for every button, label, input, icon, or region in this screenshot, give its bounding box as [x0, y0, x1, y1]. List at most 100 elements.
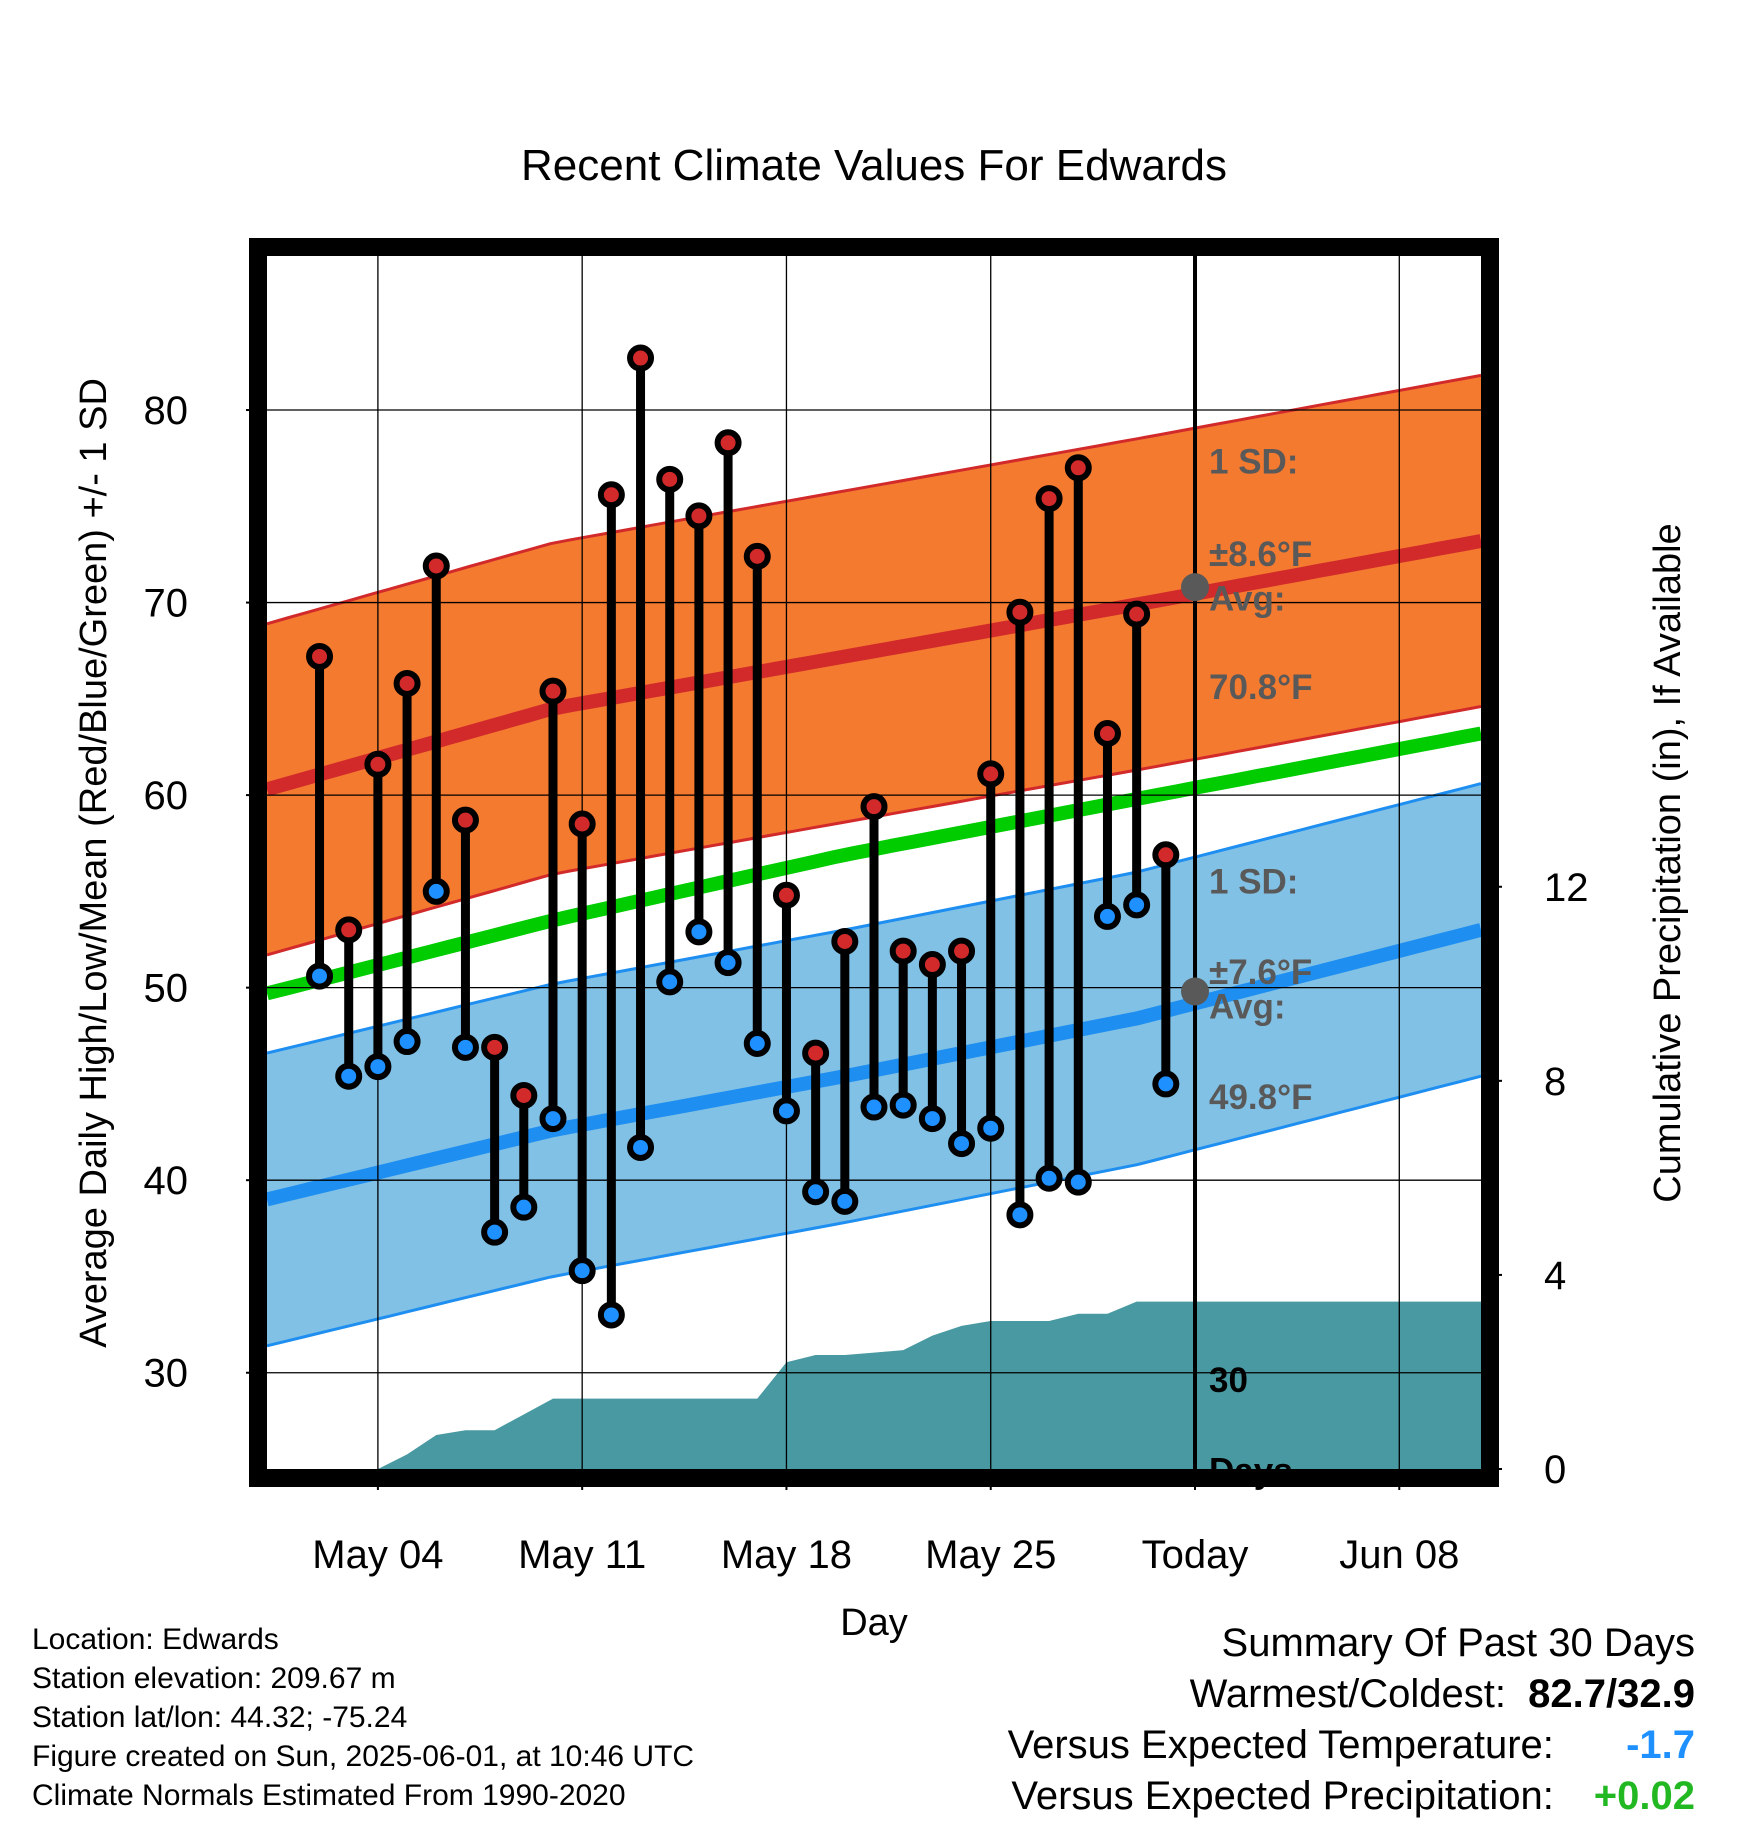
high-point	[860, 793, 888, 821]
low-sd-annotation-line1: 1 SD:	[1209, 862, 1298, 901]
low-point	[364, 1053, 392, 1081]
warmest-coldest-value: 82.7/32.9	[1528, 1672, 1695, 1716]
high-point	[1064, 454, 1092, 482]
low-point	[743, 1029, 771, 1057]
summary-precipitation: Versus Expected Precipitation: +0.02	[1008, 1771, 1695, 1822]
low-point	[685, 918, 713, 946]
low-point	[918, 1105, 946, 1133]
high-point	[918, 951, 946, 979]
y-tick-label: 40	[144, 1159, 189, 1203]
high-point	[1006, 598, 1034, 626]
y2-tick-label: 4	[1544, 1254, 1566, 1298]
low-point	[481, 1218, 509, 1246]
summary-warmest-coldest: Warmest/Coldest: 82.7/32.9	[1008, 1669, 1695, 1720]
high-point	[539, 677, 567, 705]
high-point	[568, 810, 596, 838]
low-point	[1093, 902, 1121, 930]
precip-label: Versus Expected Precipitation:	[1011, 1774, 1554, 1818]
x-tick-label: May 25	[925, 1533, 1056, 1577]
y-tick-label: 60	[144, 774, 189, 818]
y2-tick-label: 0	[1544, 1448, 1566, 1492]
high-point	[393, 669, 421, 697]
station-info: Location: Edwards Station elevation: 209…	[32, 1620, 694, 1815]
high-point	[627, 344, 655, 372]
x-tick-label: Today	[1142, 1533, 1249, 1577]
warmest-coldest-label: Warmest/Coldest:	[1189, 1672, 1506, 1716]
low-point	[1152, 1070, 1180, 1098]
x-tick-label: May 11	[518, 1533, 646, 1577]
low-point	[714, 949, 742, 977]
info-created: Figure created on Sun, 2025-06-01, at 10…	[32, 1740, 695, 1773]
high-avg-annotation-line2: 70.8°F	[1209, 668, 1313, 707]
x-axis-label: Day	[840, 1602, 908, 1644]
high-avg-annotation-line1: Avg:	[1209, 579, 1285, 618]
high-point	[977, 760, 1005, 788]
high-point	[1152, 841, 1180, 869]
y-tick-label: 50	[144, 967, 189, 1011]
high-point	[714, 429, 742, 457]
high-point	[685, 502, 713, 530]
info-latlon: Station lat/lon: 44.32; -75.24	[32, 1701, 408, 1734]
low-avg-annotation-line2: 49.8°F	[1209, 1078, 1313, 1117]
low-point	[860, 1093, 888, 1121]
low-point	[335, 1062, 363, 1090]
high-point	[889, 937, 917, 965]
high-point	[364, 750, 392, 778]
x-tick-label: May 04	[312, 1533, 443, 1577]
low-point	[1006, 1201, 1034, 1229]
low-point	[948, 1130, 976, 1158]
high-point	[656, 465, 684, 493]
precipitation-area	[267, 1301, 1481, 1469]
low-point	[393, 1028, 421, 1056]
days-annotation-line1: 30	[1209, 1361, 1248, 1400]
high-point	[306, 642, 334, 670]
low-point	[539, 1105, 567, 1133]
y-tick-label: 70	[144, 582, 189, 626]
high-point	[1035, 485, 1063, 513]
low-point	[889, 1091, 917, 1119]
high-point	[335, 916, 363, 944]
y-axis-label: Average Daily High/Low/Mean (Red/Blue/Gr…	[73, 378, 115, 1348]
low-point	[568, 1257, 596, 1285]
low-point	[597, 1301, 625, 1329]
high-point	[1123, 600, 1151, 628]
y2-tick-label: 12	[1544, 866, 1589, 910]
low-point	[306, 962, 334, 990]
low-point	[510, 1193, 538, 1221]
high-point	[948, 937, 976, 965]
y2-axis-label: Cumulative Precipitation (in), If Availa…	[1647, 523, 1689, 1202]
high-point	[802, 1039, 830, 1067]
chart-title: Recent Climate Values For Edwards	[521, 141, 1227, 190]
info-normals: Climate Normals Estimated From 1990-2020	[32, 1779, 626, 1812]
high-sd-band-upper	[266, 373, 1482, 626]
precip-value: +0.02	[1593, 1774, 1695, 1818]
high-point	[1093, 719, 1121, 747]
low-point	[802, 1178, 830, 1206]
high-avg-dot	[1181, 573, 1210, 602]
info-location: Location: Edwards	[32, 1623, 279, 1656]
high-sd-band	[267, 375, 1481, 955]
low-point	[1123, 891, 1151, 919]
temp-value: -1.7	[1626, 1723, 1695, 1767]
low-point	[1064, 1168, 1092, 1196]
high-point	[743, 542, 771, 570]
low-point	[1035, 1164, 1063, 1192]
info-elevation: Station elevation: 209.67 m	[32, 1662, 396, 1695]
y-tick-label: 30	[144, 1352, 189, 1396]
low-point	[831, 1187, 859, 1215]
high-normal-line	[265, 534, 1483, 797]
y2-tick-label: 8	[1544, 1060, 1566, 1104]
low-avg-annotation-line1: Avg:	[1209, 987, 1285, 1026]
y-tick-label: 80	[144, 389, 189, 433]
high-sd-annotation-line1: 1 SD:	[1209, 443, 1298, 482]
summary-panel: Summary Of Past 30 Days Warmest/Coldest:…	[1008, 1618, 1695, 1822]
high-sd-annotation-line2: ±8.6°F	[1209, 535, 1312, 574]
high-point	[451, 806, 479, 834]
plot-frame	[249, 238, 1499, 1487]
temp-label: Versus Expected Temperature:	[1007, 1723, 1554, 1767]
high-point	[831, 927, 859, 955]
low-point	[656, 968, 684, 996]
low-sd-annotation-line2: ±7.6°F	[1209, 953, 1312, 992]
high-point	[481, 1033, 509, 1061]
high-point	[510, 1081, 538, 1109]
